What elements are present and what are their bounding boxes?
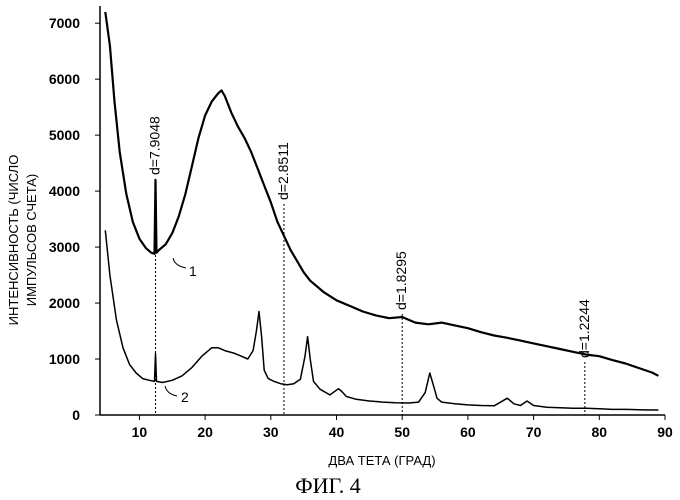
d-spacing-label: d=2.8511 <box>275 142 291 200</box>
curve-label-leader <box>165 386 177 396</box>
x-tick-label: 40 <box>329 424 345 440</box>
curve-label: 1 <box>189 263 197 279</box>
x-tick-label: 70 <box>526 424 542 440</box>
x-tick-label: 50 <box>394 424 410 440</box>
d-spacing-label: d=1.8295 <box>393 251 409 310</box>
x-tick-label: 80 <box>592 424 608 440</box>
y-tick-label: 6000 <box>49 71 80 87</box>
x-ticks: 10 20 30 40 50 60 70 80 90 <box>132 415 673 440</box>
y-tick-label: 2000 <box>49 295 80 311</box>
y-tick-label: 7000 <box>49 15 80 31</box>
curve-labels: 12 <box>165 258 197 405</box>
y-axis-title-line-1: ИНТЕНСИВНОСТЬ (ЧИСЛО <box>6 155 21 326</box>
d-spacing-label: d=1.2244 <box>576 299 592 358</box>
x-tick-label: 20 <box>197 424 213 440</box>
x-tick-label: 90 <box>657 424 673 440</box>
x-tick-label: 30 <box>263 424 279 440</box>
annotation-lines <box>156 179 585 415</box>
x-tick-label: 10 <box>132 424 148 440</box>
y-axis-title-line-2: ИМПУЛЬСОВ СЧЕТА) <box>24 174 39 306</box>
y-tick-label: 5000 <box>49 127 80 143</box>
y-tick-label: 3000 <box>49 239 80 255</box>
x-axis-title: ДВА ТЕТА (ГРАД) <box>328 453 435 468</box>
figure-caption: ФИГ. 4 <box>295 473 361 498</box>
y-tick-label: 0 <box>72 407 80 423</box>
x-tick-label: 60 <box>460 424 476 440</box>
annotation-labels: d=7.9048 d=2.8511 d=1.8295 d=1.2244 <box>147 116 592 358</box>
y-tick-label: 4000 <box>49 183 80 199</box>
y-tick-label: 1000 <box>49 351 80 367</box>
curve-label-leader <box>173 258 186 268</box>
y-ticks: 0 1000 2000 3000 4000 5000 6000 7000 <box>49 15 100 423</box>
curve-label: 2 <box>181 389 189 405</box>
d-spacing-label: d=7.9048 <box>147 116 163 175</box>
